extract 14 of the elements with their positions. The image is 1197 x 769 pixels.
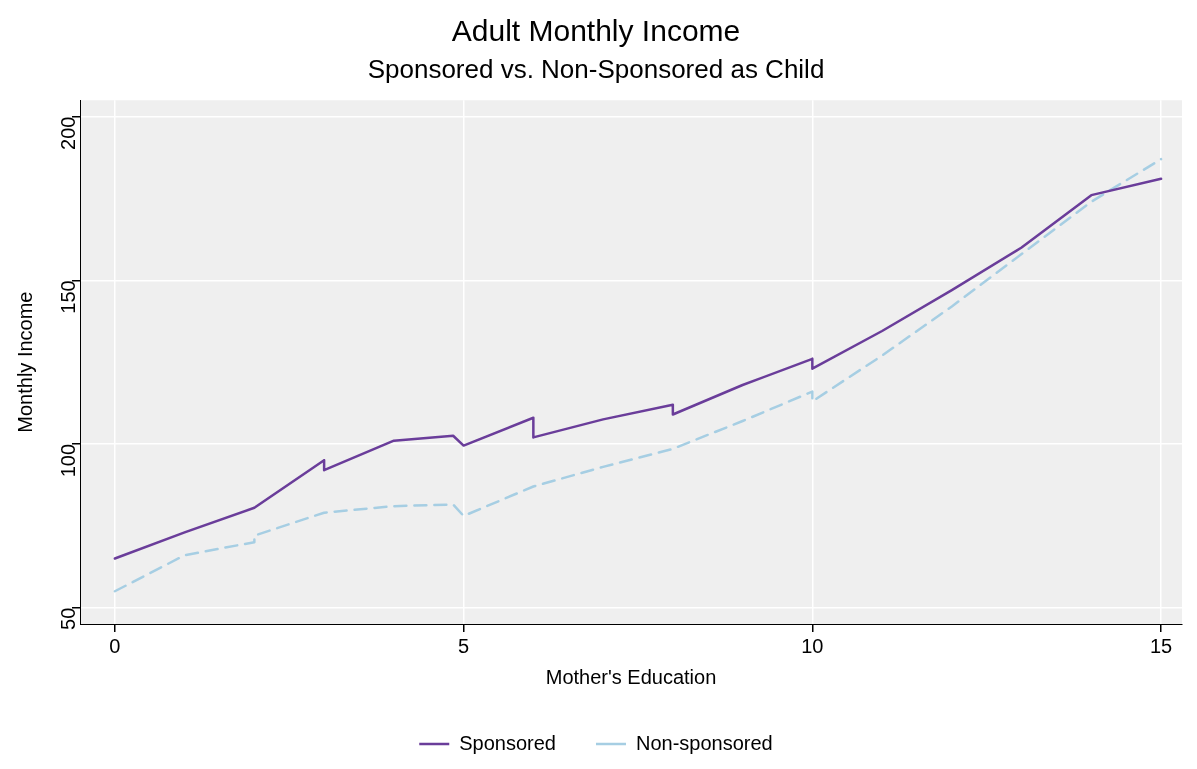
x-tick-label: 10 xyxy=(801,634,824,657)
chart-subtitle: Sponsored vs. Non-Sponsored as Child xyxy=(367,53,825,84)
y-axis-title: Monthly Income xyxy=(13,291,36,433)
x-axis-title: Mother's Education xyxy=(545,665,717,688)
legend-label: Non-sponsored xyxy=(636,731,773,754)
chart-title: Adult Monthly Income xyxy=(451,14,741,48)
x-tick-label: 0 xyxy=(109,634,121,657)
x-tick-label: 15 xyxy=(1149,634,1173,657)
y-tick-label: 100 xyxy=(56,443,79,478)
y-tick-label: 150 xyxy=(56,280,79,314)
y-tick-label: 200 xyxy=(56,116,79,150)
x-tick-label: 5 xyxy=(458,634,470,657)
y-tick-label: 50 xyxy=(56,607,79,630)
legend-label: Sponsored xyxy=(459,731,557,754)
